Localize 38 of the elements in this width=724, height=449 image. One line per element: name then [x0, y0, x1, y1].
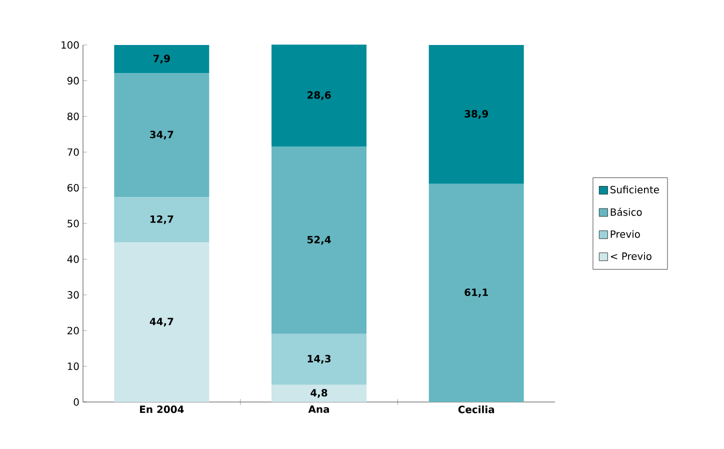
legend-label: < Previo [610, 252, 652, 260]
x-tick-label: Ana [308, 406, 329, 413]
y-tick-label: 30 [68, 291, 79, 299]
bar [272, 146, 367, 334]
data-label: 28,6 [307, 91, 331, 100]
data-label: 61,1 [464, 288, 488, 298]
y-tick-label: 50 [68, 220, 79, 228]
y-tick-label: 60 [68, 184, 79, 192]
data-label: 4,8 [310, 389, 328, 398]
data-label: 44,7 [150, 318, 174, 327]
data-label: 38,9 [464, 110, 488, 119]
data-label: 14,3 [308, 354, 331, 364]
y-tick-label: 20 [68, 326, 79, 334]
x-tick-label: Cecilia [458, 406, 494, 414]
bar [114, 44, 210, 74]
data-label: 52,4 [307, 236, 331, 245]
y-tick-label: 0 [74, 398, 79, 406]
legend-label: Previo [610, 230, 640, 238]
y-tick-label: 40 [67, 255, 79, 263]
y-tick-label: 80 [67, 112, 79, 120]
y-tick-label: 10 [68, 362, 79, 370]
data-label: 12,7 [150, 215, 174, 224]
y-tick-label: 90 [67, 76, 79, 84]
bar [428, 44, 524, 184]
y-tick-label: 100 [62, 41, 79, 49]
bar [272, 44, 367, 147]
bar [272, 334, 367, 385]
bar [114, 242, 210, 402]
bar [114, 73, 210, 198]
bar [272, 384, 367, 402]
x-tick-label: En 2004 [140, 406, 184, 414]
data-label: 34,7 [150, 130, 174, 140]
y-tick-label: 70 [68, 148, 79, 156]
bar [428, 184, 524, 402]
legend-label: Suficiente [610, 186, 659, 194]
bar [114, 197, 210, 242]
data-label: 7,9 [154, 54, 170, 64]
legend-label: Básico [610, 208, 642, 216]
